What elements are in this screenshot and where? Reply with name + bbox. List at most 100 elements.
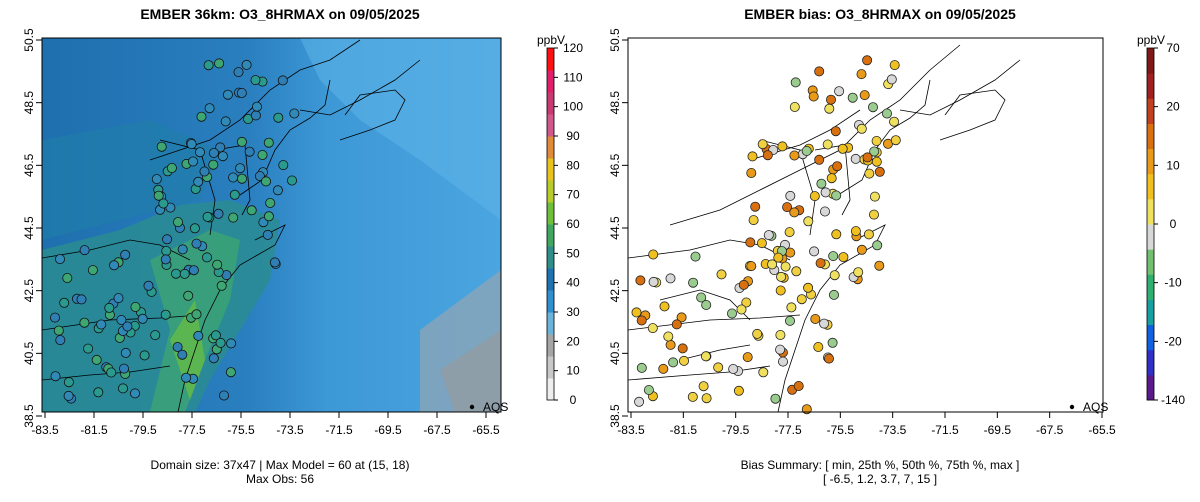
aqs-site-marker [116, 314, 127, 325]
bias-site-marker [727, 308, 738, 319]
bias-site-marker [659, 301, 670, 312]
aqs-legend-label: AQS [1083, 400, 1109, 414]
colorbar-segment [1147, 148, 1154, 175]
aqs-site-marker [181, 372, 192, 383]
bias-site-marker [872, 240, 883, 251]
bias-site-marker [636, 315, 647, 326]
bias-site-marker [671, 319, 682, 330]
bias-site-marker [789, 150, 800, 161]
colorbar-tick-label: 60 [566, 217, 580, 231]
colorbar-segment [547, 202, 554, 225]
bias-site-marker [850, 153, 861, 164]
y-tick-label: 50.5 [608, 28, 622, 52]
colorbar-tick-label: 10 [566, 364, 580, 378]
bias-site-marker [871, 135, 882, 146]
aqs-site-marker [236, 136, 247, 147]
bias-site-marker [690, 251, 701, 262]
aqs-site-marker [222, 89, 233, 100]
bias-site-marker [785, 190, 796, 201]
aqs-site-marker [137, 313, 148, 324]
bias-site-marker [733, 385, 744, 396]
colorbar-tick-label: 70 [566, 188, 580, 202]
x-tick-label: -67.5 [1036, 423, 1064, 437]
bias-site-marker [676, 312, 687, 323]
aqs-site-marker [139, 350, 150, 361]
bias-site-marker [767, 259, 778, 270]
bias-site-marker [890, 135, 901, 146]
x-tick-label: -67.5 [423, 423, 451, 437]
bias-site-marker [801, 145, 812, 156]
y-tick-label: 40.5 [608, 341, 622, 365]
bias-site-marker [886, 74, 897, 85]
x-tick-label: -73.5 [276, 423, 304, 437]
aqs-site-marker [208, 159, 219, 170]
aqs-site-marker [202, 211, 213, 222]
bias-site-marker [859, 90, 870, 101]
colorbar-segment [1147, 299, 1154, 326]
bias-site-marker [825, 94, 836, 105]
aqs-site-marker [204, 103, 215, 114]
bias-site-marker [677, 343, 688, 354]
colorbar-segment [1147, 123, 1154, 150]
aqs-site-marker [79, 317, 90, 328]
bias-map-figure: -83.5 -81.5 -79.5 -77.5 -75.5 -73.5 -71.5 -69.5… [608, 28, 1185, 437]
colorbar-segment [547, 136, 554, 159]
bias-site-marker [784, 315, 795, 326]
aqs-site-marker [96, 319, 107, 330]
aqs-site-marker [160, 309, 171, 320]
bias-site-marker [828, 289, 839, 300]
bias-site-marker [864, 168, 875, 179]
aqs-site-marker [55, 254, 66, 265]
bias-site-marker [647, 323, 658, 334]
bias-site-marker [784, 227, 795, 238]
y-tick-label: 46.5 [608, 153, 622, 177]
colorbar-tick-label: 0 [570, 393, 577, 407]
aqs-site-marker [62, 272, 73, 283]
aqs-site-marker [203, 60, 214, 71]
bias-site-marker [815, 258, 826, 269]
y-tick-label: 48.5 [22, 91, 36, 115]
aqs-site-marker [106, 367, 117, 378]
bias-site-marker [665, 339, 676, 350]
bias-site-marker [738, 279, 749, 290]
aqs-site-marker [218, 390, 229, 401]
aqs-site-marker [208, 147, 219, 158]
bias-site-marker [819, 318, 830, 329]
bias-site-marker [713, 362, 724, 373]
colorbar-segment [547, 356, 554, 379]
bias-site-marker [758, 367, 769, 378]
bias-site-marker [838, 252, 849, 263]
bias-site-marker [782, 202, 793, 213]
aqs-site-marker [183, 290, 194, 301]
bias-site-marker [850, 226, 861, 237]
colorbar-segment [1147, 198, 1154, 225]
aqs-site-marker [63, 377, 74, 388]
aqs-site-marker [83, 343, 94, 354]
y-tick-label: 40.5 [22, 341, 36, 365]
bias-site-markers [631, 55, 901, 415]
colorbar-segment [1147, 349, 1154, 376]
colorbar-segment [547, 48, 554, 71]
bias-site-marker [756, 238, 767, 249]
y-tick-label: 44.5 [22, 216, 36, 240]
aqs-site-marker [188, 265, 199, 276]
bias-site-marker [701, 299, 712, 310]
bias-site-marker [809, 246, 820, 257]
bias-site-marker [648, 249, 659, 260]
bias-site-marker [665, 273, 676, 284]
x-tick-label: -69.5 [984, 423, 1012, 437]
x-tick-label: -65.5 [1088, 423, 1116, 437]
y-axis: 38.5 40.5 42.5 44.5 46.5 48.5 50.5 [608, 28, 628, 428]
aqs-site-marker [196, 111, 207, 122]
aqs-site-marker [172, 341, 183, 352]
aqs-site-marker [246, 205, 257, 216]
aqs-site-marker [179, 268, 190, 279]
bias-site-marker [828, 251, 839, 262]
bias-site-marker [862, 152, 873, 163]
bias-site-marker [874, 166, 885, 177]
colorbar-segment [547, 180, 554, 203]
colorbar-tick-label: 90 [566, 129, 580, 143]
aqs-site-marker [263, 137, 274, 148]
aqs-site-marker [153, 190, 164, 201]
aqs-site-marker [104, 302, 115, 313]
